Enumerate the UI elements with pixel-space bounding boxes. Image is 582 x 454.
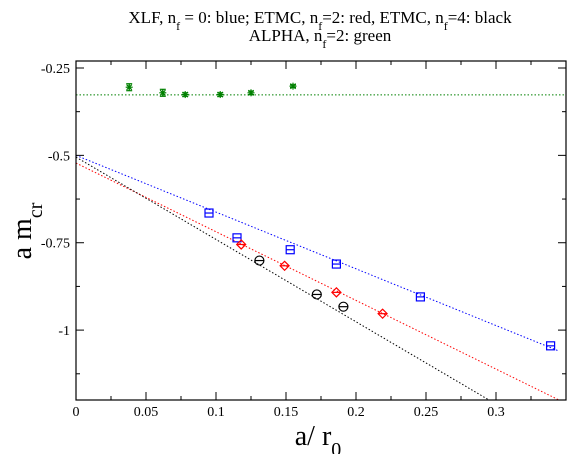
data-point	[311, 289, 322, 300]
x-tick-label: 0.3	[487, 405, 505, 420]
fit-lines	[76, 94, 566, 400]
axis-label-text: a/ r	[295, 421, 332, 452]
data-point	[415, 292, 425, 302]
axis-ticks: 0 0.05 0.1 0.15 0.2 0.25 0.3 -0.25 -0.5 -0.75 -1	[41, 61, 566, 420]
data-point	[159, 88, 167, 97]
plot-frame	[75, 60, 567, 401]
title-text: ALPHA, n	[249, 26, 323, 45]
y-tick-label: -0.5	[48, 149, 70, 164]
title-text: =2: red, ETMC, n	[322, 8, 444, 27]
x-tick-label: 0.1	[207, 405, 225, 420]
x-tick-label: 0.2	[347, 405, 365, 420]
title-subscript: f	[322, 37, 326, 51]
data-points	[125, 82, 556, 351]
data-point	[125, 83, 133, 92]
y-tick-label: -0.25	[41, 62, 70, 77]
data-point	[181, 91, 189, 99]
axis-label-subscript: 0	[331, 439, 341, 454]
axis-label-text: a m	[7, 218, 38, 259]
data-point	[331, 287, 342, 298]
axis-label-subscript: cr	[25, 202, 47, 218]
data-point	[545, 341, 556, 351]
data-point	[232, 233, 242, 243]
title-subscript: f	[444, 19, 448, 33]
y-axis-label: a mcr	[7, 202, 47, 259]
title-text: =4: black	[448, 8, 512, 27]
chart-title-line-2: ALPHA, nf=2: green	[249, 26, 392, 51]
data-point	[377, 308, 388, 320]
title-subscript: f	[318, 19, 322, 33]
data-point	[247, 89, 255, 97]
data-point	[338, 301, 349, 312]
data-point	[279, 260, 290, 272]
chart-title-line-1: XLF, nf = 0: blue; ETMC, nf=2: red, ETMC…	[128, 8, 512, 33]
title-text: = 0: blue; ETMC, n	[180, 8, 319, 27]
fit-line	[76, 154, 560, 352]
x-tick-label: 0.25	[414, 405, 439, 420]
data-point	[235, 239, 247, 250]
y-tick-label: -0.75	[41, 237, 70, 252]
data-point	[216, 91, 224, 99]
data-point	[285, 245, 295, 255]
fit-line	[76, 156, 490, 400]
y-tick-label: -1	[58, 324, 70, 339]
fit-line	[76, 162, 560, 400]
data-point	[289, 82, 297, 90]
x-tick-label: 0.05	[134, 405, 159, 420]
data-point	[204, 208, 214, 218]
data-point	[331, 259, 341, 269]
x-tick-label: 0	[73, 405, 80, 420]
x-tick-label: 0.15	[274, 405, 299, 420]
title-subscript: f	[176, 19, 180, 33]
data-point	[254, 255, 265, 266]
title-text: XLF, n	[128, 8, 176, 27]
title-text: =2: green	[326, 26, 391, 45]
x-axis-label: a/ r0	[295, 421, 342, 454]
